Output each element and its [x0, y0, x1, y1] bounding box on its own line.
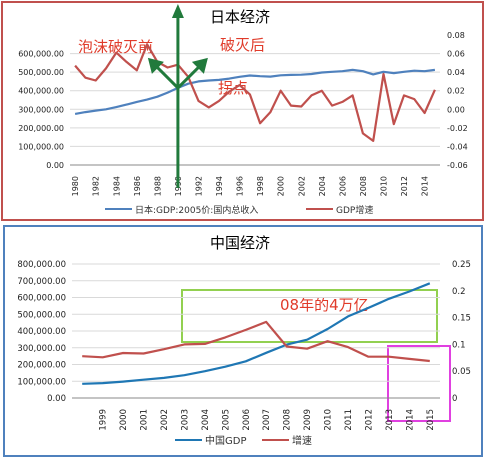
- annotation-after-burst: 破灭后: [220, 36, 265, 54]
- china-left-tick-label: 200,000.00: [17, 361, 66, 371]
- japan-left-tick-label: 500,000.00: [18, 68, 64, 77]
- china-x-tick-label: 2007: [262, 409, 272, 431]
- japan-right-tick-label: -0.02: [447, 124, 468, 133]
- china-left-tick-label: 800,000.00: [17, 260, 66, 270]
- arrowhead-left-icon: [147, 57, 164, 74]
- china-right-tick-label: 0.2: [452, 287, 466, 297]
- japan-x-tick-label: 1986: [133, 176, 142, 196]
- legend-label-japan-gdp: 日本:GDP:2005价:国内总收入: [135, 204, 258, 216]
- japan-x-tick-label: 2004: [318, 176, 327, 196]
- japan-right-tick-label: 0.08: [447, 31, 465, 40]
- turning-point-right-arrow: [176, 64, 201, 89]
- japan-x-tick-label: 2000: [277, 176, 286, 196]
- china-x-tick-label: 1999: [99, 409, 109, 431]
- china-x-tick-label: 2000: [119, 409, 129, 431]
- china-x-tick-label: 2013: [385, 409, 395, 431]
- legend-label-china-growth: 增速: [292, 434, 312, 447]
- japan-x-tick-label: 1988: [153, 176, 162, 196]
- china-x-tick-label: 2006: [242, 409, 252, 431]
- japan-right-tick-label: 0.02: [447, 87, 465, 96]
- china-right-tick-label: 0: [452, 394, 457, 404]
- japan-x-tick-label: 1996: [236, 176, 245, 196]
- china-left-tick-label: 500,000.00: [17, 310, 66, 320]
- japan-x-tick-label: 1998: [256, 176, 265, 196]
- china-x-tick-label: 2008: [283, 409, 293, 431]
- japan-x-tick-label: 1980: [71, 176, 80, 196]
- japan-x-tick-label: 2006: [338, 176, 347, 196]
- china-x-tick-label: 2015: [426, 409, 436, 431]
- japan-right-tick-label: -0.06: [447, 161, 468, 170]
- china-x-tick-label: 2001: [140, 409, 150, 431]
- china-series-gdp-line: [82, 282, 431, 385]
- japan-x-tick-label: 2014: [421, 176, 430, 196]
- japan-left-tick-label: 300,000.00: [18, 105, 64, 114]
- china-right-tick-label: 0.25: [452, 260, 471, 270]
- china-left-tick-label: 100,000.00: [17, 377, 66, 387]
- china-left-tick-label: 600,000.00: [17, 294, 66, 304]
- annotation-before-burst: 泡沫破灭前: [78, 38, 153, 56]
- china-left-tick-label: 400,000.00: [17, 327, 66, 337]
- china-x-tick-label: 2002: [160, 409, 170, 431]
- japan-left-tick-label: 0.00: [46, 161, 64, 170]
- china-chart-title: 中国经济: [210, 234, 270, 252]
- china-x-tick-label: 2011: [344, 409, 354, 431]
- japan-right-tick-label: 0.04: [447, 68, 465, 77]
- japan-left-tick-label: 600,000.00: [18, 50, 64, 59]
- japan-x-tick-label: 1984: [112, 176, 121, 196]
- china-left-tick-label: 300,000.00: [17, 344, 66, 354]
- japan-series-growth-line: [74, 43, 436, 142]
- slowdown-highlight-box: [387, 345, 451, 422]
- china-x-tick-label: 2005: [221, 409, 231, 431]
- china-x-tick-label: 2014: [405, 409, 415, 431]
- arrowhead-right-icon: [191, 57, 208, 74]
- japan-x-tick-label: 1994: [215, 176, 224, 196]
- japan-series-gdp-line: [74, 68, 436, 115]
- japan-x-tick-label: 1982: [92, 176, 101, 196]
- annotation-stimulus: 08年的4万亿: [280, 296, 369, 314]
- japan-x-tick-label: 2012: [400, 176, 409, 196]
- japan-right-tick-label: 0.06: [447, 50, 465, 59]
- turning-point-left-arrow: [154, 64, 179, 89]
- china-right-tick-label: 0.05: [452, 367, 471, 377]
- china-right-tick-label: 0.15: [452, 314, 471, 324]
- china-left-tick-label: 700,000.00: [17, 277, 66, 287]
- china-x-tick-label: 2004: [201, 409, 211, 431]
- chart-marks-group: 0.00 100,000.00 200,000.00 300,000.00 400,00…: [17, 4, 471, 431]
- china-left-tick-label: 0.00: [47, 394, 66, 404]
- china-x-tick-label: 2003: [180, 409, 190, 431]
- china-right-tick-label: 0.1: [452, 340, 466, 350]
- japan-x-tick-label: 2002: [297, 176, 306, 196]
- china-x-tick-label: 2009: [303, 409, 313, 431]
- legend-label-china-gdp: 中国GDP: [205, 434, 246, 447]
- japan-x-tick-label: 2010: [379, 176, 388, 196]
- china-x-tick-label: 2012: [364, 409, 374, 431]
- arrowhead-up-icon: [171, 4, 184, 18]
- china-series-growth-line: [82, 320, 430, 363]
- stimulus-highlight-box: [181, 289, 438, 343]
- japan-chart-title: 日本经济: [210, 8, 270, 26]
- japan-right-tick-label: 0.00: [447, 105, 465, 114]
- japan-left-tick-label: 200,000.00: [18, 124, 64, 133]
- japan-right-tick-label: -0.04: [447, 142, 468, 151]
- japan-left-tick-label: 100,000.00: [18, 142, 64, 151]
- japan-x-tick-label: 1992: [194, 176, 203, 196]
- japan-x-tick-label: 2008: [359, 176, 368, 196]
- japan-chart-panel: [1, 1, 484, 221]
- legend-label-japan-growth: GDP增速: [336, 204, 373, 216]
- china-x-tick-label: 2010: [324, 409, 334, 431]
- china-chart-panel: [3, 225, 483, 457]
- japan-left-tick-label: 400,000.00: [18, 87, 64, 96]
